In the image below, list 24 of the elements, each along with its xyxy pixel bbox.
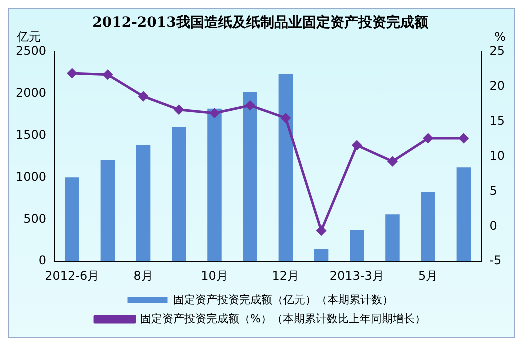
x-tick-label: 2013-3月 — [330, 268, 384, 283]
y-tick-label: 1500 — [16, 128, 47, 142]
y-tick-label: 2500 — [16, 44, 47, 58]
y2-tick-label: 0 — [490, 218, 498, 233]
y-tick-label: 500 — [24, 212, 47, 226]
x-tick-label: 5月 — [418, 268, 438, 283]
y2-tick-label: -5 — [490, 254, 502, 268]
x-tick-label: 8月 — [134, 268, 154, 283]
y-axis-title: 亿元 — [16, 30, 41, 44]
y2-tick-label: 5 — [490, 184, 498, 198]
x-tick-label: 10月 — [201, 268, 228, 283]
y2-tick-label: 10 — [490, 148, 506, 163]
chart-title: 2012-2013我国造纸及纸制品业固定资产投资完成额 — [92, 14, 430, 32]
y-tick-label: 2000 — [16, 86, 47, 100]
x-tick-label: 12月 — [272, 268, 300, 283]
legend-label: 固定资产投资完成额（亿元）（本期累计数） — [173, 293, 394, 306]
y2-tick-label: 25 — [490, 44, 506, 58]
y2-tick-label: 15 — [490, 114, 506, 128]
y2-tick-label: 20 — [490, 78, 506, 93]
y-tick-label: 0 — [38, 254, 47, 268]
y-tick-label: 1000 — [16, 170, 47, 184]
legend-label: 固定资产投资完成额（%）（本期累计数比上年同期增长） — [140, 312, 426, 326]
y2-axis-title: % — [494, 30, 506, 44]
x-tick-label: 2012-6月 — [45, 268, 100, 283]
